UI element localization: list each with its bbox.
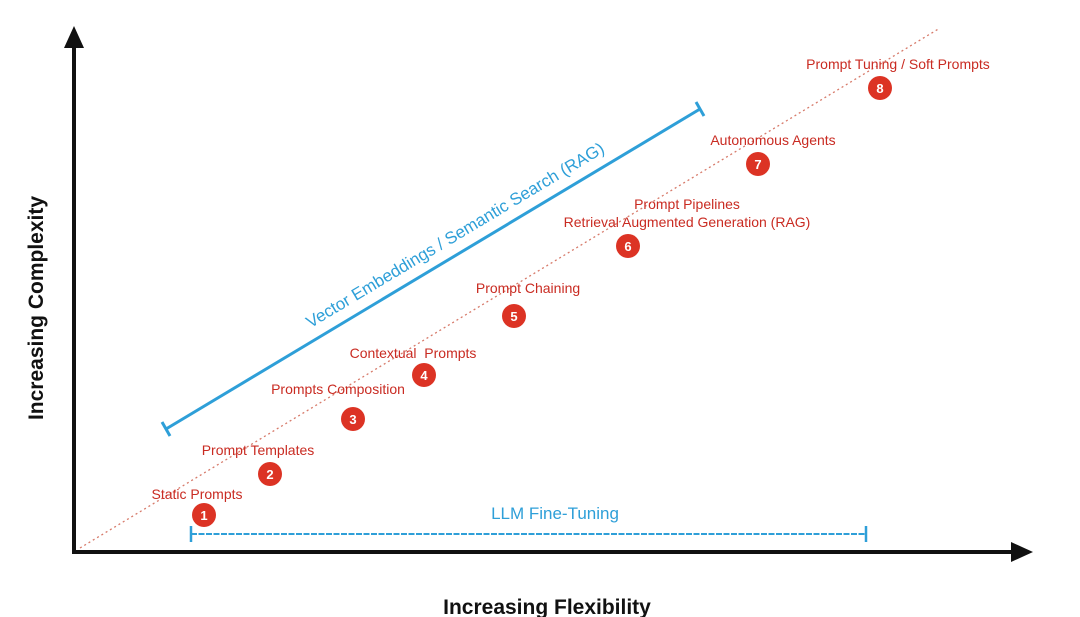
step-7-badge [746,152,770,176]
step-6: Prompt Pipelines Retrieval Augmented Gen… [564,196,811,258]
step-5-label: Prompt Chaining [476,280,580,296]
step-2: Prompt Templates 2 [202,442,315,486]
step-4-number: 4 [420,368,428,383]
x-axis-arrow-icon [1011,542,1033,562]
x-axis-title: Increasing Flexibility [443,596,651,617]
step-6-badge [616,234,640,258]
step-6-number: 6 [624,239,631,254]
fine-tuning-range-bracket [189,526,868,542]
step-3: Prompts Composition 3 [271,381,405,431]
step-1-badge [192,503,216,527]
step-1: Static Prompts 1 [151,486,243,527]
step-4-label: Contextual Prompts [350,345,477,361]
step-6-label-line2: Retrieval Augmented Generation (RAG) [564,214,811,230]
y-axis-title: Increasing Complexity [25,196,48,420]
x-axis [72,542,1033,562]
step-1-label: Static Prompts [151,486,242,502]
step-5-number: 5 [510,309,517,324]
step-8: Prompt Tuning / Soft Prompts 8 [806,56,990,100]
step-7-label: Autonomous Agents [710,132,835,148]
step-6-label: Prompt Pipelines [634,196,740,212]
step-4: Contextual Prompts 4 [350,345,477,387]
step-2-badge [258,462,282,486]
step-7: Autonomous Agents 7 [710,132,836,176]
step-2-label: Prompt Templates [202,442,315,458]
step-4-badge [412,363,436,387]
step-8-label: Prompt Tuning / Soft Prompts [806,56,990,72]
step-8-number: 8 [876,81,883,96]
rag-range-label: Vector Embeddings / Semantic Search (RAG… [303,139,608,332]
y-axis-arrow-icon [64,26,84,48]
step-3-number: 3 [349,412,356,427]
step-2-number: 2 [266,467,273,482]
y-axis [64,26,84,552]
step-1-number: 1 [200,508,207,523]
fine-tuning-range-label: LLM Fine-Tuning [491,504,619,523]
rag-range-bracket [160,101,706,437]
step-3-label: Prompts Composition [271,381,405,397]
step-5: Prompt Chaining 5 [476,280,580,328]
step-5-badge [502,304,526,328]
step-7-number: 7 [754,157,761,172]
step-8-badge [868,76,892,100]
step-3-badge [341,407,365,431]
